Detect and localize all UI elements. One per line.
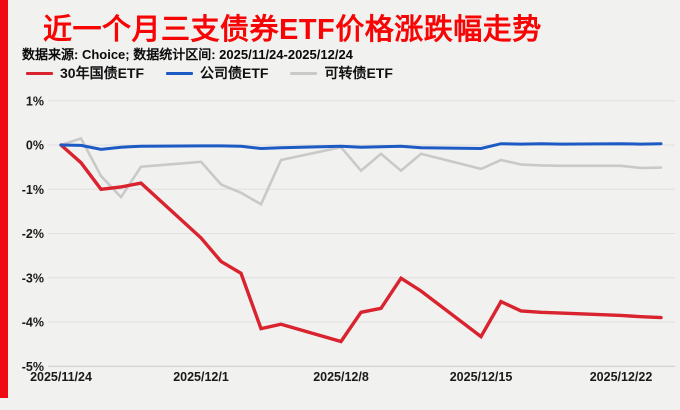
x-tick-label: 2025/12/22: [590, 370, 653, 384]
y-tick-label: 1%: [26, 94, 44, 108]
series-line-0: [59, 143, 663, 344]
data-source-note: 数据来源: Choice; 数据统计区间: 2025/11/24-2025/12…: [22, 47, 353, 62]
y-tick-label: -4%: [22, 316, 44, 330]
legend-item-convertible-bond-etf: 可转债ETF: [290, 63, 393, 83]
x-tick-label: 2025/12/1: [173, 370, 229, 384]
x-tick-label: 2025/12/15: [450, 370, 513, 384]
y-tick-label: 0%: [26, 139, 44, 153]
legend-line-swatch: [290, 71, 318, 75]
series-line-2: [59, 136, 663, 207]
legend-item-corporate-bond-etf: 公司债ETF: [166, 63, 268, 83]
legend-line-swatch: [26, 71, 53, 75]
page-title: 近一个月三支债券ETF价格涨跌幅走势: [43, 14, 542, 46]
y-tick-label: -5%: [22, 360, 44, 374]
chart-legend: 30年国债ETF 公司债ETF 可转债ETF: [26, 63, 393, 83]
legend-label: 公司债ETF: [200, 65, 269, 81]
series-line-1: [59, 142, 663, 151]
legend-item-treasury-30y-etf: 30年国债ETF: [26, 63, 144, 83]
y-tick-label: -2%: [22, 227, 44, 241]
legend-line-swatch: [166, 71, 194, 75]
x-tick-label: 2025/12/8: [313, 370, 369, 384]
x-tick-label: 2025/11/24: [30, 370, 92, 384]
left-accent-bar: [0, 0, 8, 398]
y-tick-label: -3%: [22, 271, 44, 285]
legend-label: 可转债ETF: [324, 65, 393, 81]
y-tick-label: -1%: [22, 183, 44, 197]
legend-label: 30年国债ETF: [60, 65, 145, 81]
